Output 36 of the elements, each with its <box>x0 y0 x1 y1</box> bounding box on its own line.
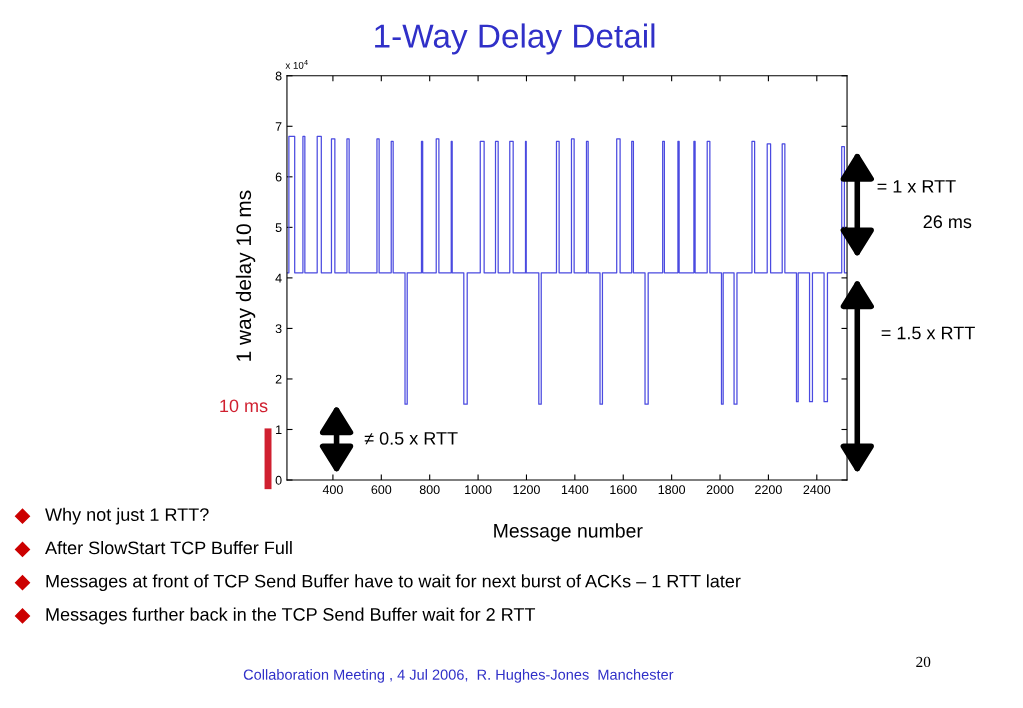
y-tick-label: 4 <box>275 273 282 283</box>
x-tick-label: 1200 <box>513 485 540 495</box>
chart-title: 1-Way Delay Detail <box>375 23 655 55</box>
text: 10 ms <box>220 399 268 413</box>
text: = 1.5 x RTT <box>881 326 975 340</box>
text: Why not just 1 RTT? <box>45 507 209 525</box>
x-tick-label: 1800 <box>658 485 686 495</box>
x-tick-label: 1000 <box>465 485 492 495</box>
text: After SlowStart TCP Buffer Full <box>45 540 292 555</box>
y-tick-label: 2 <box>275 374 282 384</box>
x-tick-label: 800 <box>419 485 440 495</box>
text: Messages further back in the TCP Send Buffer wait for 2 RTT <box>46 607 536 625</box>
text: 20 <box>916 656 931 668</box>
text: 26 ms <box>923 215 972 229</box>
text: Messages at front of TCP Send Buffer have to wait for next burst of ACKs – 1 RTT later <box>46 574 741 592</box>
y-tick-label: 5 <box>275 223 282 233</box>
annotation: ≠ 0.5 x RTT <box>364 432 458 445</box>
x-tick-label: 2000 <box>706 485 734 495</box>
y-tick-label: 1 <box>276 425 282 435</box>
line-series <box>286 135 848 405</box>
x-tick-label: 1400 <box>561 485 589 495</box>
text: = 1 x RTT <box>877 180 956 193</box>
y-axis-title: 1 way delay 10 ms <box>235 190 256 361</box>
y-tick-label: 0 <box>275 475 282 485</box>
x-tick-label: 2400 <box>803 485 831 495</box>
x-tick-label: 400 <box>322 485 343 495</box>
y-tick-label: 6 <box>275 172 282 182</box>
y-tick-label: 7 <box>275 122 282 131</box>
x-tick-label: 600 <box>371 485 392 495</box>
text: Collaboration Meeting , 4 Jul 2006, R. Hughes-Jones Manchester <box>243 669 674 683</box>
y-tick-label: 3 <box>275 324 282 334</box>
y-tick-label: 8 <box>275 71 282 81</box>
x-tick-label: 1600 <box>610 485 637 495</box>
text: x 10$^{4}$ <box>285 60 308 69</box>
x-axis-title: Message number <box>494 523 643 542</box>
x-tick-label: 2200 <box>755 485 782 495</box>
